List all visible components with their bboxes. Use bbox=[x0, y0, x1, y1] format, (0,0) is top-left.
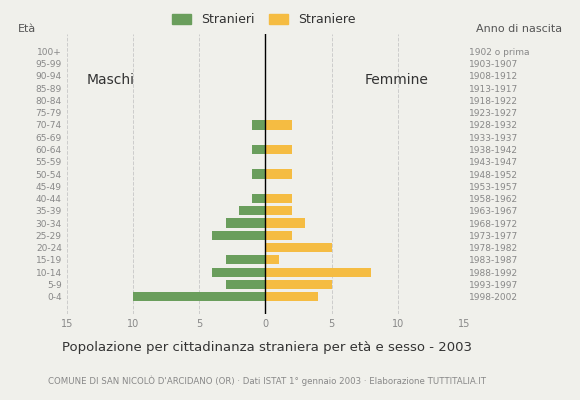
Text: Anno di nascita: Anno di nascita bbox=[477, 24, 563, 34]
Bar bbox=[266, 280, 332, 289]
Bar bbox=[252, 194, 266, 203]
Bar bbox=[266, 145, 292, 154]
Text: Femmine: Femmine bbox=[365, 73, 429, 87]
Bar bbox=[266, 255, 278, 264]
Text: Popolazione per cittadinanza straniera per età e sesso - 2003: Popolazione per cittadinanza straniera p… bbox=[62, 341, 472, 354]
Text: Maschi: Maschi bbox=[86, 73, 135, 87]
Bar bbox=[266, 231, 292, 240]
Bar bbox=[266, 218, 305, 228]
Bar bbox=[252, 169, 266, 179]
Bar bbox=[266, 268, 371, 277]
Text: COMUNE DI SAN NICOLÒ D'ARCIDANO (OR) · Dati ISTAT 1° gennaio 2003 · Elaborazione: COMUNE DI SAN NICOLÒ D'ARCIDANO (OR) · D… bbox=[48, 375, 486, 386]
Bar bbox=[266, 206, 292, 216]
Bar bbox=[226, 280, 266, 289]
Text: Età: Età bbox=[17, 24, 35, 34]
Bar bbox=[266, 120, 292, 130]
Bar bbox=[266, 243, 332, 252]
Bar bbox=[226, 255, 266, 264]
Bar bbox=[266, 292, 318, 301]
Bar bbox=[226, 218, 266, 228]
Legend: Stranieri, Straniere: Stranieri, Straniere bbox=[167, 8, 361, 31]
Bar bbox=[239, 206, 266, 216]
Bar bbox=[212, 231, 266, 240]
Bar bbox=[212, 268, 266, 277]
Bar bbox=[133, 292, 266, 301]
Bar bbox=[252, 120, 266, 130]
Bar bbox=[266, 194, 292, 203]
Bar bbox=[266, 169, 292, 179]
Bar bbox=[252, 145, 266, 154]
